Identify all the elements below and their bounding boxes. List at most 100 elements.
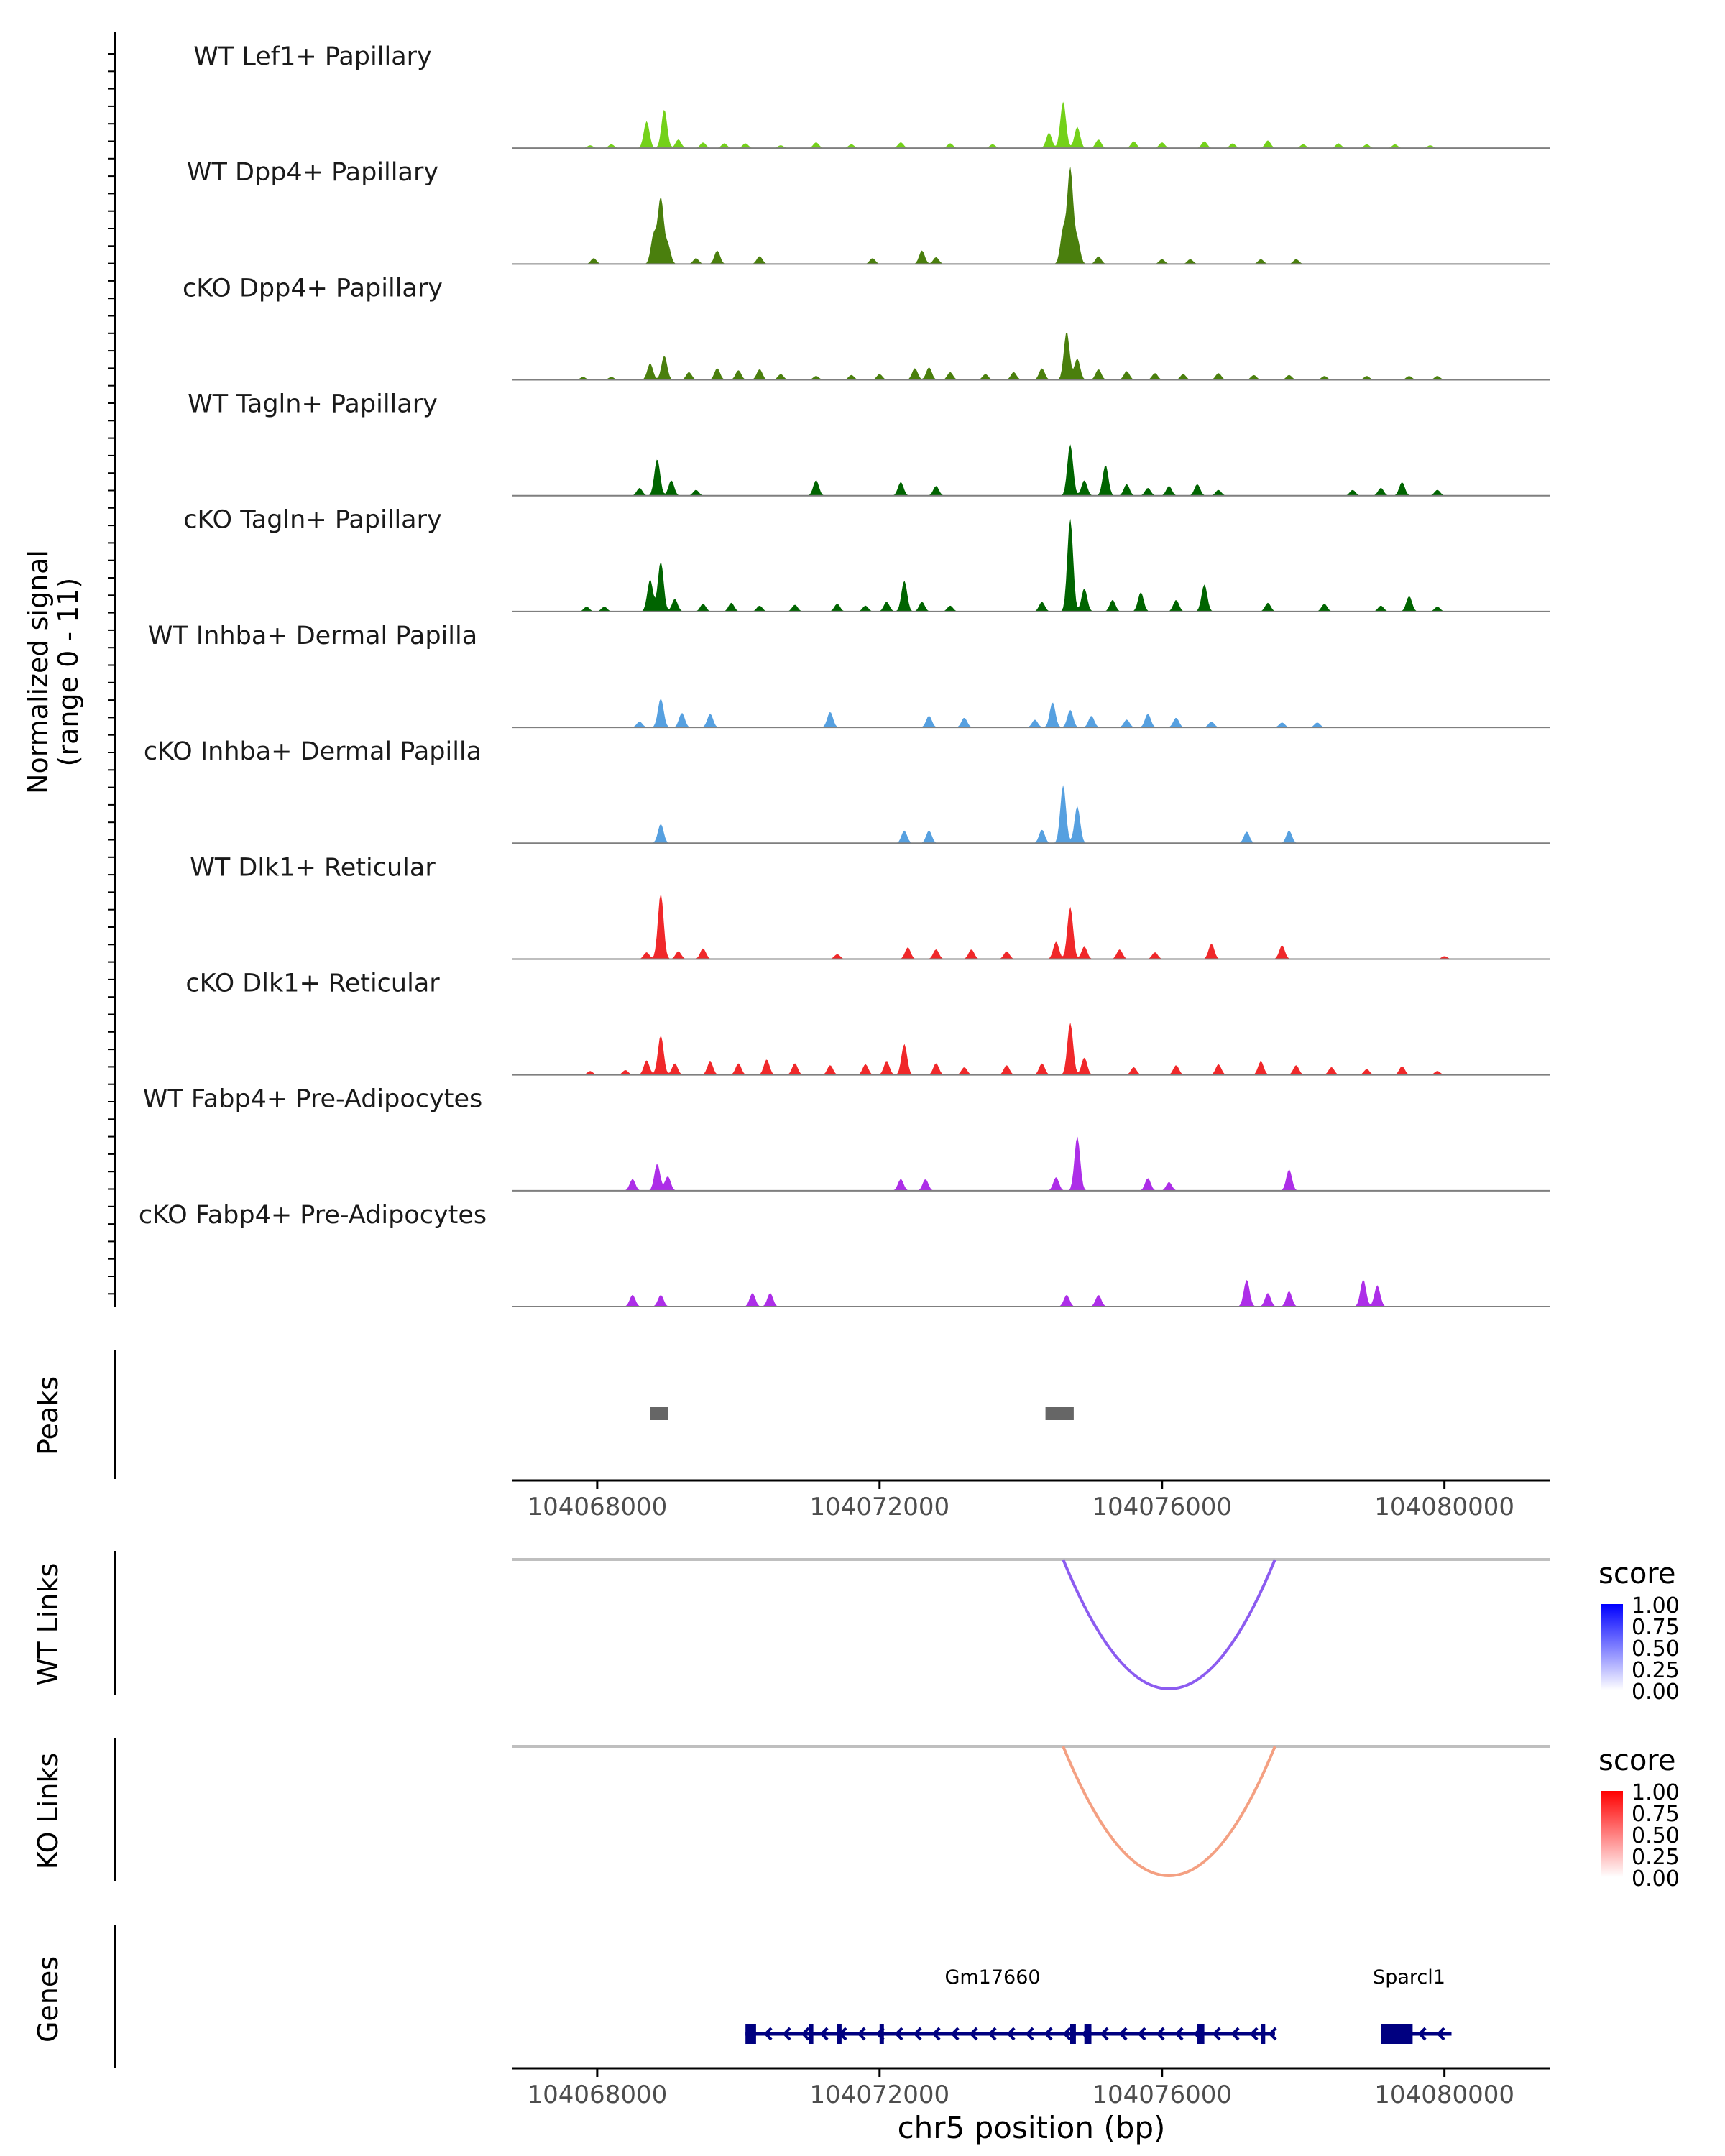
strand-arrow [782,2027,791,2041]
wt-legend-label: 0.25 [1632,1658,1680,1683]
x-axis-tick-label: 104080000 [1374,1493,1514,1521]
ko-links-legend-title: score [1598,1744,1675,1777]
gene-model: Sparcl1 [1373,1966,1452,2044]
track-label: cKO Dlk1+ Reticular [185,969,440,998]
wt-links-legend-title: score [1598,1557,1675,1590]
wt-legend-label: 0.00 [1632,1680,1680,1705]
strand-arrow [969,2027,978,2041]
strand-arrow [1230,2027,1240,2041]
x-axis-tick-label: 104068000 [528,2081,668,2109]
strand-arrow [1268,2027,1277,2041]
strand-arrow [819,2027,829,2041]
ko-legend-label: 0.75 [1632,1802,1680,1827]
coverage-track: cKO Inhba+ Dermal Papilla [144,737,1550,844]
strand-arrow [1062,2027,1072,2041]
coverage-area [512,333,1550,380]
strand-arrow [1436,2027,1445,2041]
x-axis-top: 104068000 104072000 104076000 104080000 [512,1479,1550,1521]
strand-arrow [1417,2027,1427,2041]
strand-arrow [988,2027,997,2041]
link-arc [1062,1559,1276,1690]
coverage-track: cKO Dlk1+ Reticular [185,969,1550,1076]
link-arc [1062,1746,1276,1877]
ko-legend-label: 0.50 [1632,1823,1680,1848]
strand-arrow [763,2027,773,2041]
x-axis-tick-label: 104072000 [809,1493,949,1521]
strand-arrow [1025,2027,1034,2041]
strand-arrow [1156,2027,1165,2041]
gene-exon [809,2024,814,2044]
track-label: WT Dlk1+ Reticular [190,853,436,882]
ko-legend-label: 0.25 [1632,1845,1680,1870]
coverage-track: WT Fabp4+ Pre-Adipocytes [143,1085,1550,1192]
strand-arrow [1249,2027,1259,2041]
ko-links-track [512,1745,1550,1877]
wt-legend-label: 1.00 [1632,1593,1680,1618]
strand-arrow [1118,2027,1128,2041]
gene-exon [1381,2024,1413,2044]
track-label: cKO Tagln+ Papillary [183,506,442,535]
coverage-area [512,785,1550,844]
x-axis-tick-label: 104076000 [1092,1493,1232,1521]
strand-arrow [913,2027,922,2041]
coverage-area [512,101,1550,149]
strand-arrow [1174,2027,1184,2041]
strand-arrow [894,2027,903,2041]
track-label: cKO Dpp4+ Papillary [183,274,443,303]
coverage-area [512,698,1550,728]
x-axis-bottom: 104068000 104072000 104076000 104080000 [512,2067,1550,2109]
ko-links-ylabel: KO Links [32,1753,64,1869]
coverage-ylabel: Normalized signal [22,550,54,794]
strand-arrow [1006,2027,1016,2041]
x-axis-tick-label: 104080000 [1374,2081,1514,2109]
ko-legend-label: 1.00 [1632,1780,1680,1805]
x-axis-tick-label: 104068000 [528,1493,668,1521]
gene-name: Gm17660 [944,1966,1040,1989]
coverage-area [512,518,1550,612]
coverage-track: cKO Tagln+ Papillary [183,506,1550,612]
track-label: cKO Fabp4+ Pre-Adipocytes [139,1201,487,1230]
wt-links-legend: score 1.00 0.75 0.50 0.25 0.00 [1598,1557,1680,1705]
wt-links-track [512,1558,1550,1690]
track-label: cKO Inhba+ Dermal Papilla [144,737,482,766]
gene-model: Gm17660 [745,1966,1277,2044]
strand-arrow [932,2027,941,2041]
coverage-track: cKO Fabp4+ Pre-Adipocytes [139,1201,1550,1307]
x-axis-title: chr5 position (bp) [898,2110,1166,2145]
coverage-area [512,893,1550,959]
peaks-track [650,1407,1074,1420]
gene-exon [879,2024,884,2044]
track-label: WT Dpp4+ Papillary [187,158,438,187]
coverage-track: WT Inhba+ Dermal Papilla [148,622,1550,729]
coverage-area [512,1136,1550,1191]
gene-name: Sparcl1 [1373,1966,1445,1989]
wt-legend-label: 0.50 [1632,1636,1680,1662]
peak-bar [1045,1407,1074,1420]
coverage-track: cKO Dpp4+ Papillary [183,274,1550,381]
strand-arrow [1100,2027,1109,2041]
track-label: WT Tagln+ Papillary [188,390,438,419]
coverage-track: WT Tagln+ Papillary [188,390,1550,497]
wt-links-ylabel: WT Links [32,1563,64,1685]
gene-exon [1197,2024,1205,2044]
x-axis-tick-label: 104072000 [809,2081,949,2109]
track-label: WT Fabp4+ Pre-Adipocytes [143,1085,482,1114]
coverage-ylabel-range: (range 0 - 11) [52,578,84,767]
peak-bar [650,1407,668,1420]
gene-exon [745,2024,756,2044]
coverage-y-ticks [108,53,115,1295]
genes-track: Gm17660 Sparcl1 [745,1966,1452,2044]
strand-arrow [1212,2027,1221,2041]
coverage-track: WT Lef1+ Papillary [193,42,1550,149]
ko-links-legend: score 1.00 0.75 0.50 0.25 0.00 [1598,1744,1680,1892]
strand-arrow [950,2027,960,2041]
wt-legend-label: 0.75 [1632,1615,1680,1640]
ko-links-colorbar [1601,1791,1623,1877]
coverage-track: WT Dpp4+ Papillary [187,158,1550,265]
x-axis-tick-label: 104076000 [1092,2081,1232,2109]
gene-exon [837,2024,842,2044]
gene-exon [1084,2024,1092,2044]
strand-arrow [1044,2027,1053,2041]
strand-arrow [1137,2027,1146,2041]
strand-arrow [857,2027,866,2041]
